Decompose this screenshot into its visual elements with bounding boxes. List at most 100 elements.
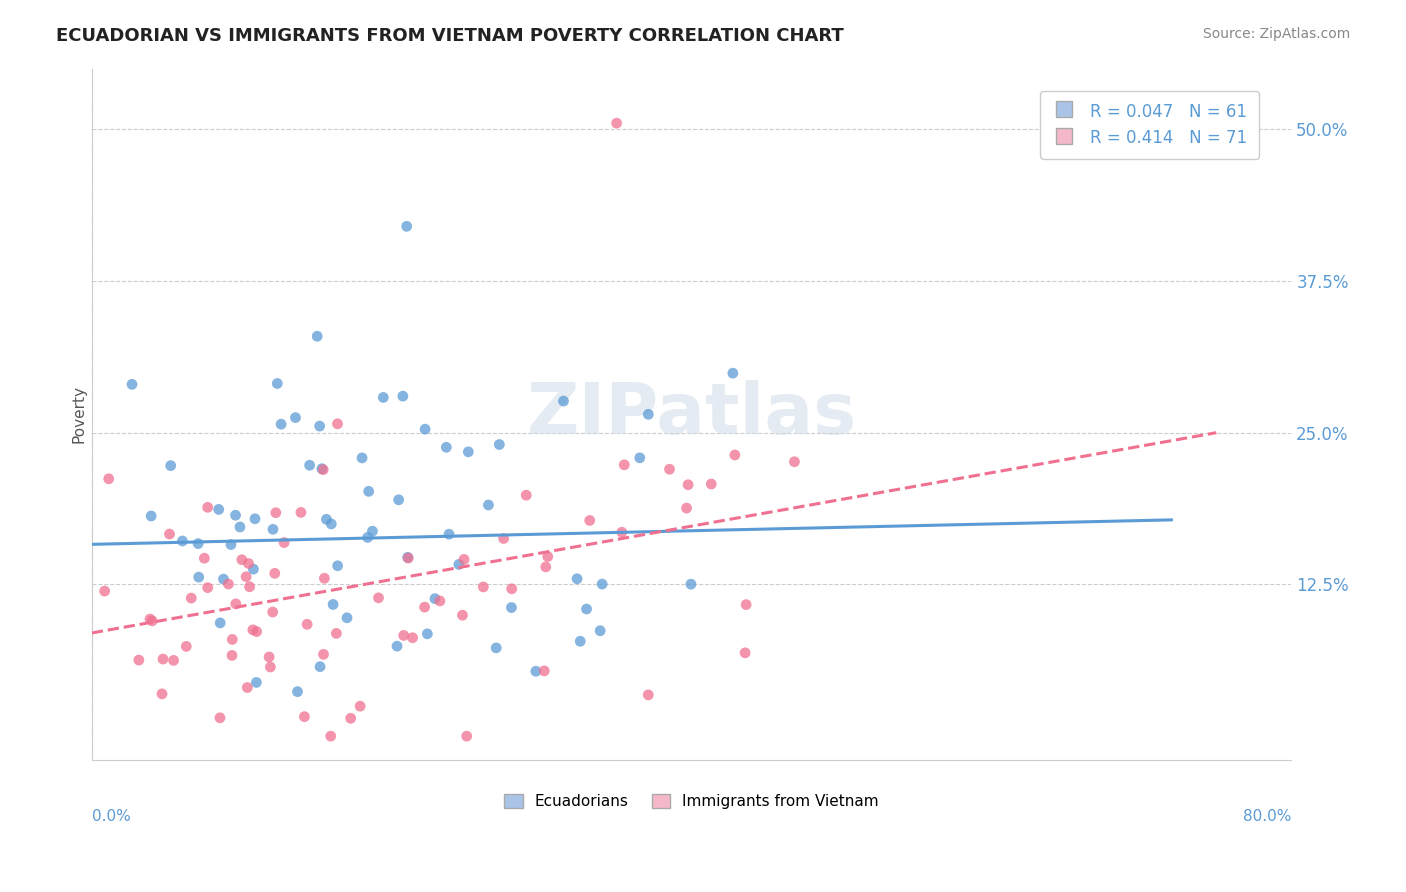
- Point: [287, 684, 309, 698]
- Point: [724, 448, 747, 462]
- Point: [298, 458, 321, 473]
- Text: 0.0%: 0.0%: [91, 809, 131, 824]
- Text: Source: ZipAtlas.com: Source: ZipAtlas.com: [1202, 27, 1350, 41]
- Point: [315, 512, 337, 526]
- Point: [225, 508, 247, 523]
- Point: [187, 536, 209, 550]
- Point: [193, 551, 215, 566]
- Point: [294, 709, 316, 723]
- Point: [180, 591, 202, 605]
- Point: [197, 500, 219, 515]
- Point: [326, 558, 349, 573]
- Point: [457, 445, 479, 459]
- Point: [339, 711, 361, 725]
- Point: [97, 472, 120, 486]
- Point: [263, 566, 285, 581]
- Point: [225, 597, 247, 611]
- Point: [456, 729, 478, 743]
- Point: [257, 649, 280, 664]
- Point: [388, 492, 411, 507]
- Point: [610, 525, 633, 540]
- Point: [162, 653, 184, 667]
- Point: [159, 458, 181, 473]
- Point: [141, 614, 163, 628]
- Point: [314, 571, 336, 585]
- Point: [242, 623, 264, 637]
- Point: [395, 219, 418, 234]
- Point: [589, 624, 612, 638]
- Point: [533, 664, 555, 678]
- Point: [413, 600, 436, 615]
- Point: [174, 640, 197, 654]
- Point: [396, 550, 419, 565]
- Point: [396, 551, 419, 566]
- Point: [524, 665, 547, 679]
- Point: [453, 552, 475, 566]
- Point: [401, 631, 423, 645]
- Point: [270, 417, 292, 432]
- Point: [658, 462, 681, 476]
- Point: [637, 407, 659, 421]
- Point: [242, 562, 264, 576]
- Point: [209, 615, 232, 630]
- Point: [565, 572, 588, 586]
- Point: [361, 524, 384, 538]
- Point: [208, 502, 231, 516]
- Point: [264, 506, 287, 520]
- Point: [172, 534, 194, 549]
- Point: [284, 410, 307, 425]
- Point: [575, 602, 598, 616]
- Point: [308, 419, 330, 434]
- Point: [139, 612, 162, 626]
- Point: [700, 477, 723, 491]
- Point: [392, 389, 415, 403]
- Point: [238, 557, 260, 571]
- Point: [311, 461, 333, 475]
- Point: [413, 422, 436, 436]
- Point: [569, 634, 592, 648]
- Point: [159, 527, 181, 541]
- Point: [356, 531, 378, 545]
- Point: [312, 648, 335, 662]
- Point: [239, 580, 262, 594]
- Point: [217, 577, 239, 591]
- Point: [734, 646, 756, 660]
- Point: [537, 549, 560, 564]
- Point: [437, 527, 460, 541]
- Point: [307, 329, 329, 343]
- Point: [139, 508, 162, 523]
- Point: [262, 605, 284, 619]
- Point: [262, 522, 284, 536]
- Point: [591, 577, 613, 591]
- Point: [679, 577, 702, 591]
- Point: [150, 687, 173, 701]
- Point: [336, 611, 359, 625]
- Point: [451, 608, 474, 623]
- Point: [447, 558, 470, 572]
- Point: [235, 570, 257, 584]
- Point: [93, 584, 115, 599]
- Point: [373, 391, 395, 405]
- Point: [236, 681, 259, 695]
- Point: [721, 366, 744, 380]
- Point: [266, 376, 288, 391]
- Point: [219, 537, 242, 551]
- Point: [245, 675, 267, 690]
- Point: [322, 598, 344, 612]
- Point: [309, 659, 332, 673]
- Point: [675, 501, 697, 516]
- Point: [273, 535, 295, 549]
- Text: ECUADORIAN VS IMMIGRANTS FROM VIETNAM POVERTY CORRELATION CHART: ECUADORIAN VS IMMIGRANTS FROM VIETNAM PO…: [56, 27, 844, 45]
- Point: [212, 572, 235, 586]
- Point: [352, 450, 374, 465]
- Point: [472, 580, 495, 594]
- Point: [553, 394, 575, 409]
- Point: [295, 617, 318, 632]
- Point: [385, 639, 408, 653]
- Point: [485, 640, 508, 655]
- Point: [613, 458, 636, 472]
- Point: [319, 729, 342, 743]
- Point: [367, 591, 389, 605]
- Legend: Ecuadorians, Immigrants from Vietnam: Ecuadorians, Immigrants from Vietnam: [498, 788, 884, 815]
- Point: [246, 624, 269, 639]
